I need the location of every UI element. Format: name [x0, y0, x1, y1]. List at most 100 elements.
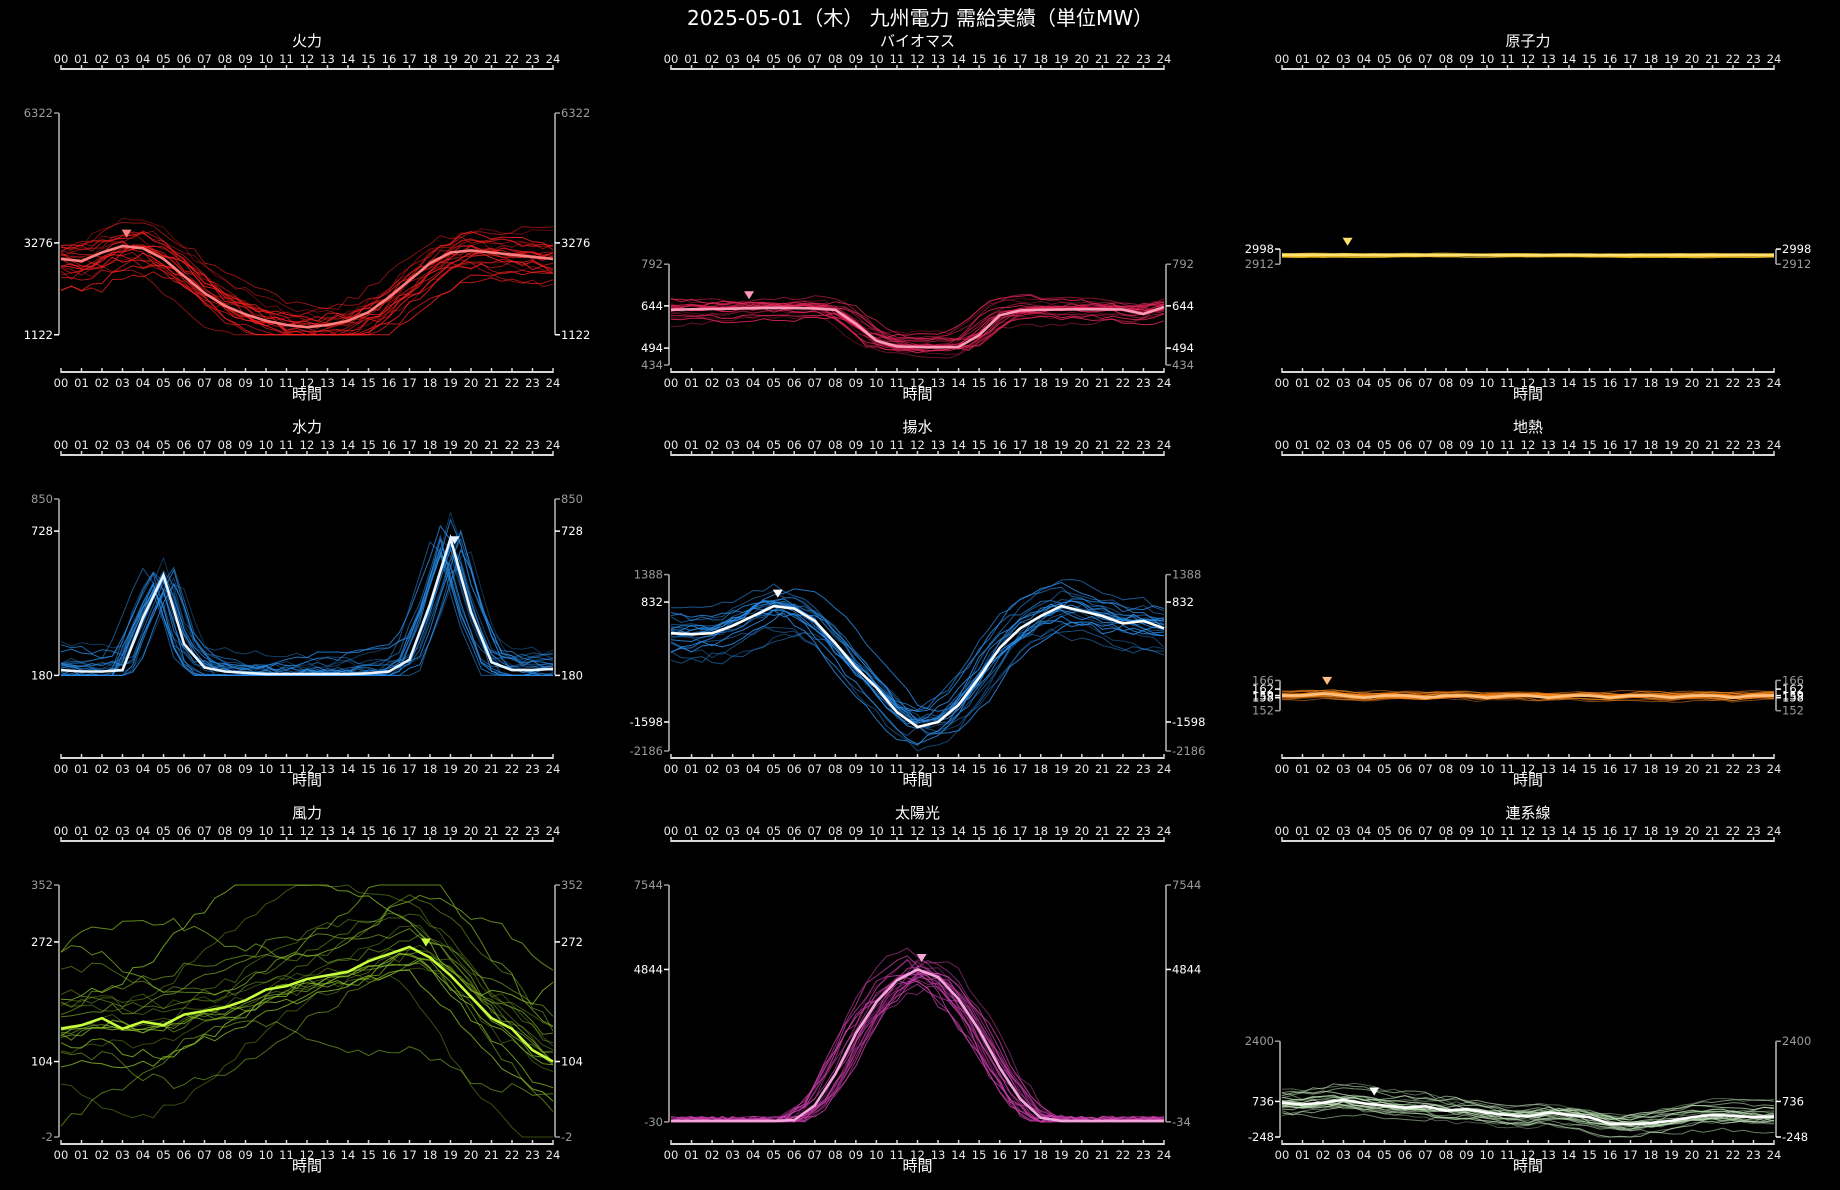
hour-tick-label: 20	[1075, 438, 1090, 452]
today-series-line	[60, 945, 554, 1063]
history-series-line	[670, 609, 1165, 730]
hour-tick-label: 12	[1521, 52, 1536, 66]
y-tick-label: 6322	[24, 106, 53, 120]
chart-panel-1: 火力 00 01 02 03 04 05 06 07 08 09 10 11 12 13 14 15 16 17 18…	[24, 32, 591, 403]
hour-tick-label: 14	[341, 824, 356, 838]
hour-tick-label: 15	[361, 1148, 376, 1162]
history-series-line	[1281, 1106, 1775, 1138]
hour-tick-label: 04	[1357, 1148, 1372, 1162]
y-tick-label: 728	[561, 524, 583, 538]
hour-tick-label: 10	[869, 762, 884, 776]
hour-tick-label: 03	[115, 762, 130, 776]
current-time-marker	[449, 536, 460, 545]
hour-tick-label: 18	[423, 438, 438, 452]
y-tick-label: 104	[561, 1055, 583, 1069]
hour-tick-label: 04	[1357, 762, 1372, 776]
hour-tick-label: 13	[931, 1148, 946, 1162]
hour-tick-label: 08	[218, 824, 233, 838]
hour-tick-label: 06	[1398, 438, 1413, 452]
hour-tick-label: 21	[484, 438, 499, 452]
history-series-line	[60, 913, 554, 1044]
hour-tick-label: 12	[910, 52, 925, 66]
history-series-line	[61, 552, 553, 676]
hour-tick-label: 03	[1336, 52, 1351, 66]
x-axis-label: 時間	[1513, 385, 1543, 403]
y-tick-label: 162	[1782, 682, 1804, 696]
history-series-line	[60, 959, 554, 1066]
x-axis-label: 時間	[292, 771, 322, 789]
hour-tick-label: 00	[54, 376, 69, 390]
hour-tick-label: 02	[95, 824, 110, 838]
current-time-marker	[1369, 1087, 1380, 1096]
y-tick-label: 494	[641, 341, 663, 355]
hour-tick-label: 14	[1562, 52, 1577, 66]
hour-tick-label: 21	[1095, 1148, 1110, 1162]
hour-tick-label: 16	[992, 438, 1007, 452]
hour-tick-label: 03	[1336, 438, 1351, 452]
hour-tick-label: 23	[1136, 1148, 1151, 1162]
hour-tick-label: 05	[1377, 52, 1392, 66]
hour-tick-label: 20	[1685, 438, 1700, 452]
hour-tick-label: 21	[1095, 376, 1110, 390]
hour-tick-label: 14	[1562, 1148, 1577, 1162]
hour-tick-label: 06	[177, 438, 192, 452]
today-series-line	[1281, 1098, 1775, 1126]
current-time-marker	[1322, 676, 1333, 685]
y-tick-label: 1388	[634, 568, 663, 582]
today-series-line	[670, 604, 1165, 729]
hour-tick-label: 19	[1664, 1148, 1679, 1162]
y-tick-label: 850	[561, 492, 583, 506]
hour-tick-label: 04	[136, 824, 151, 838]
hour-tick-label: 00	[54, 52, 69, 66]
today-series-line	[1281, 253, 1775, 257]
hour-tick-label: 22	[505, 438, 520, 452]
hour-tick-label: 05	[156, 762, 171, 776]
history-series-line	[671, 979, 1165, 1123]
hour-tick-label: 24	[546, 52, 561, 66]
hour-tick-label: 09	[1459, 1148, 1474, 1162]
hour-tick-label: 07	[807, 438, 822, 452]
hour-tick-label: 23	[1746, 52, 1761, 66]
hour-tick-label: 06	[1398, 762, 1413, 776]
hour-tick-label: 02	[705, 52, 720, 66]
hour-tick-label: 16	[1603, 1148, 1618, 1162]
hour-tick-label: 20	[464, 376, 479, 390]
y-tick-label: 1388	[1172, 568, 1201, 582]
history-series-line	[60, 537, 554, 675]
history-series-line	[60, 924, 554, 1047]
hour-tick-label: 14	[341, 52, 356, 66]
hour-tick-label: 08	[1439, 762, 1454, 776]
hour-tick-label: 11	[890, 824, 905, 838]
history-series-line	[670, 588, 1165, 712]
hour-tick-label: 03	[725, 376, 740, 390]
hour-tick-label: 09	[849, 52, 864, 66]
history-series-line	[670, 969, 1165, 1123]
hour-tick-label: 02	[95, 376, 110, 390]
hour-tick-label: 15	[972, 376, 987, 390]
hour-tick-label: 13	[320, 52, 335, 66]
hour-tick-label: 19	[1054, 762, 1069, 776]
hour-tick-label: 19	[1664, 824, 1679, 838]
hour-tick-label: 17	[1623, 52, 1638, 66]
hour-tick-label: 17	[402, 438, 417, 452]
hour-tick-label: 02	[1316, 52, 1331, 66]
hour-tick-label: 14	[951, 1148, 966, 1162]
today-series-line	[1282, 692, 1774, 700]
hour-tick-label: 17	[1013, 376, 1028, 390]
y-tick-label: 2912	[1782, 257, 1811, 271]
hour-tick-label: 08	[1439, 376, 1454, 390]
hour-tick-label: 23	[1136, 438, 1151, 452]
hour-tick-label: 03	[115, 824, 130, 838]
x-axis-label: 時間	[1513, 1157, 1543, 1175]
hour-tick-label: 15	[361, 438, 376, 452]
y-tick-label: 2400	[1245, 1034, 1274, 1048]
history-series-line	[670, 972, 1165, 1123]
y-tick-label: 104	[31, 1055, 53, 1069]
hour-tick-label: 09	[238, 762, 253, 776]
hour-tick-label: 09	[849, 376, 864, 390]
hour-tick-label: 06	[787, 1148, 802, 1162]
hour-tick-label: 16	[992, 824, 1007, 838]
hour-tick-label: 24	[1157, 1148, 1172, 1162]
hour-tick-label: 08	[828, 1148, 843, 1162]
hour-tick-label: 24	[546, 1148, 561, 1162]
